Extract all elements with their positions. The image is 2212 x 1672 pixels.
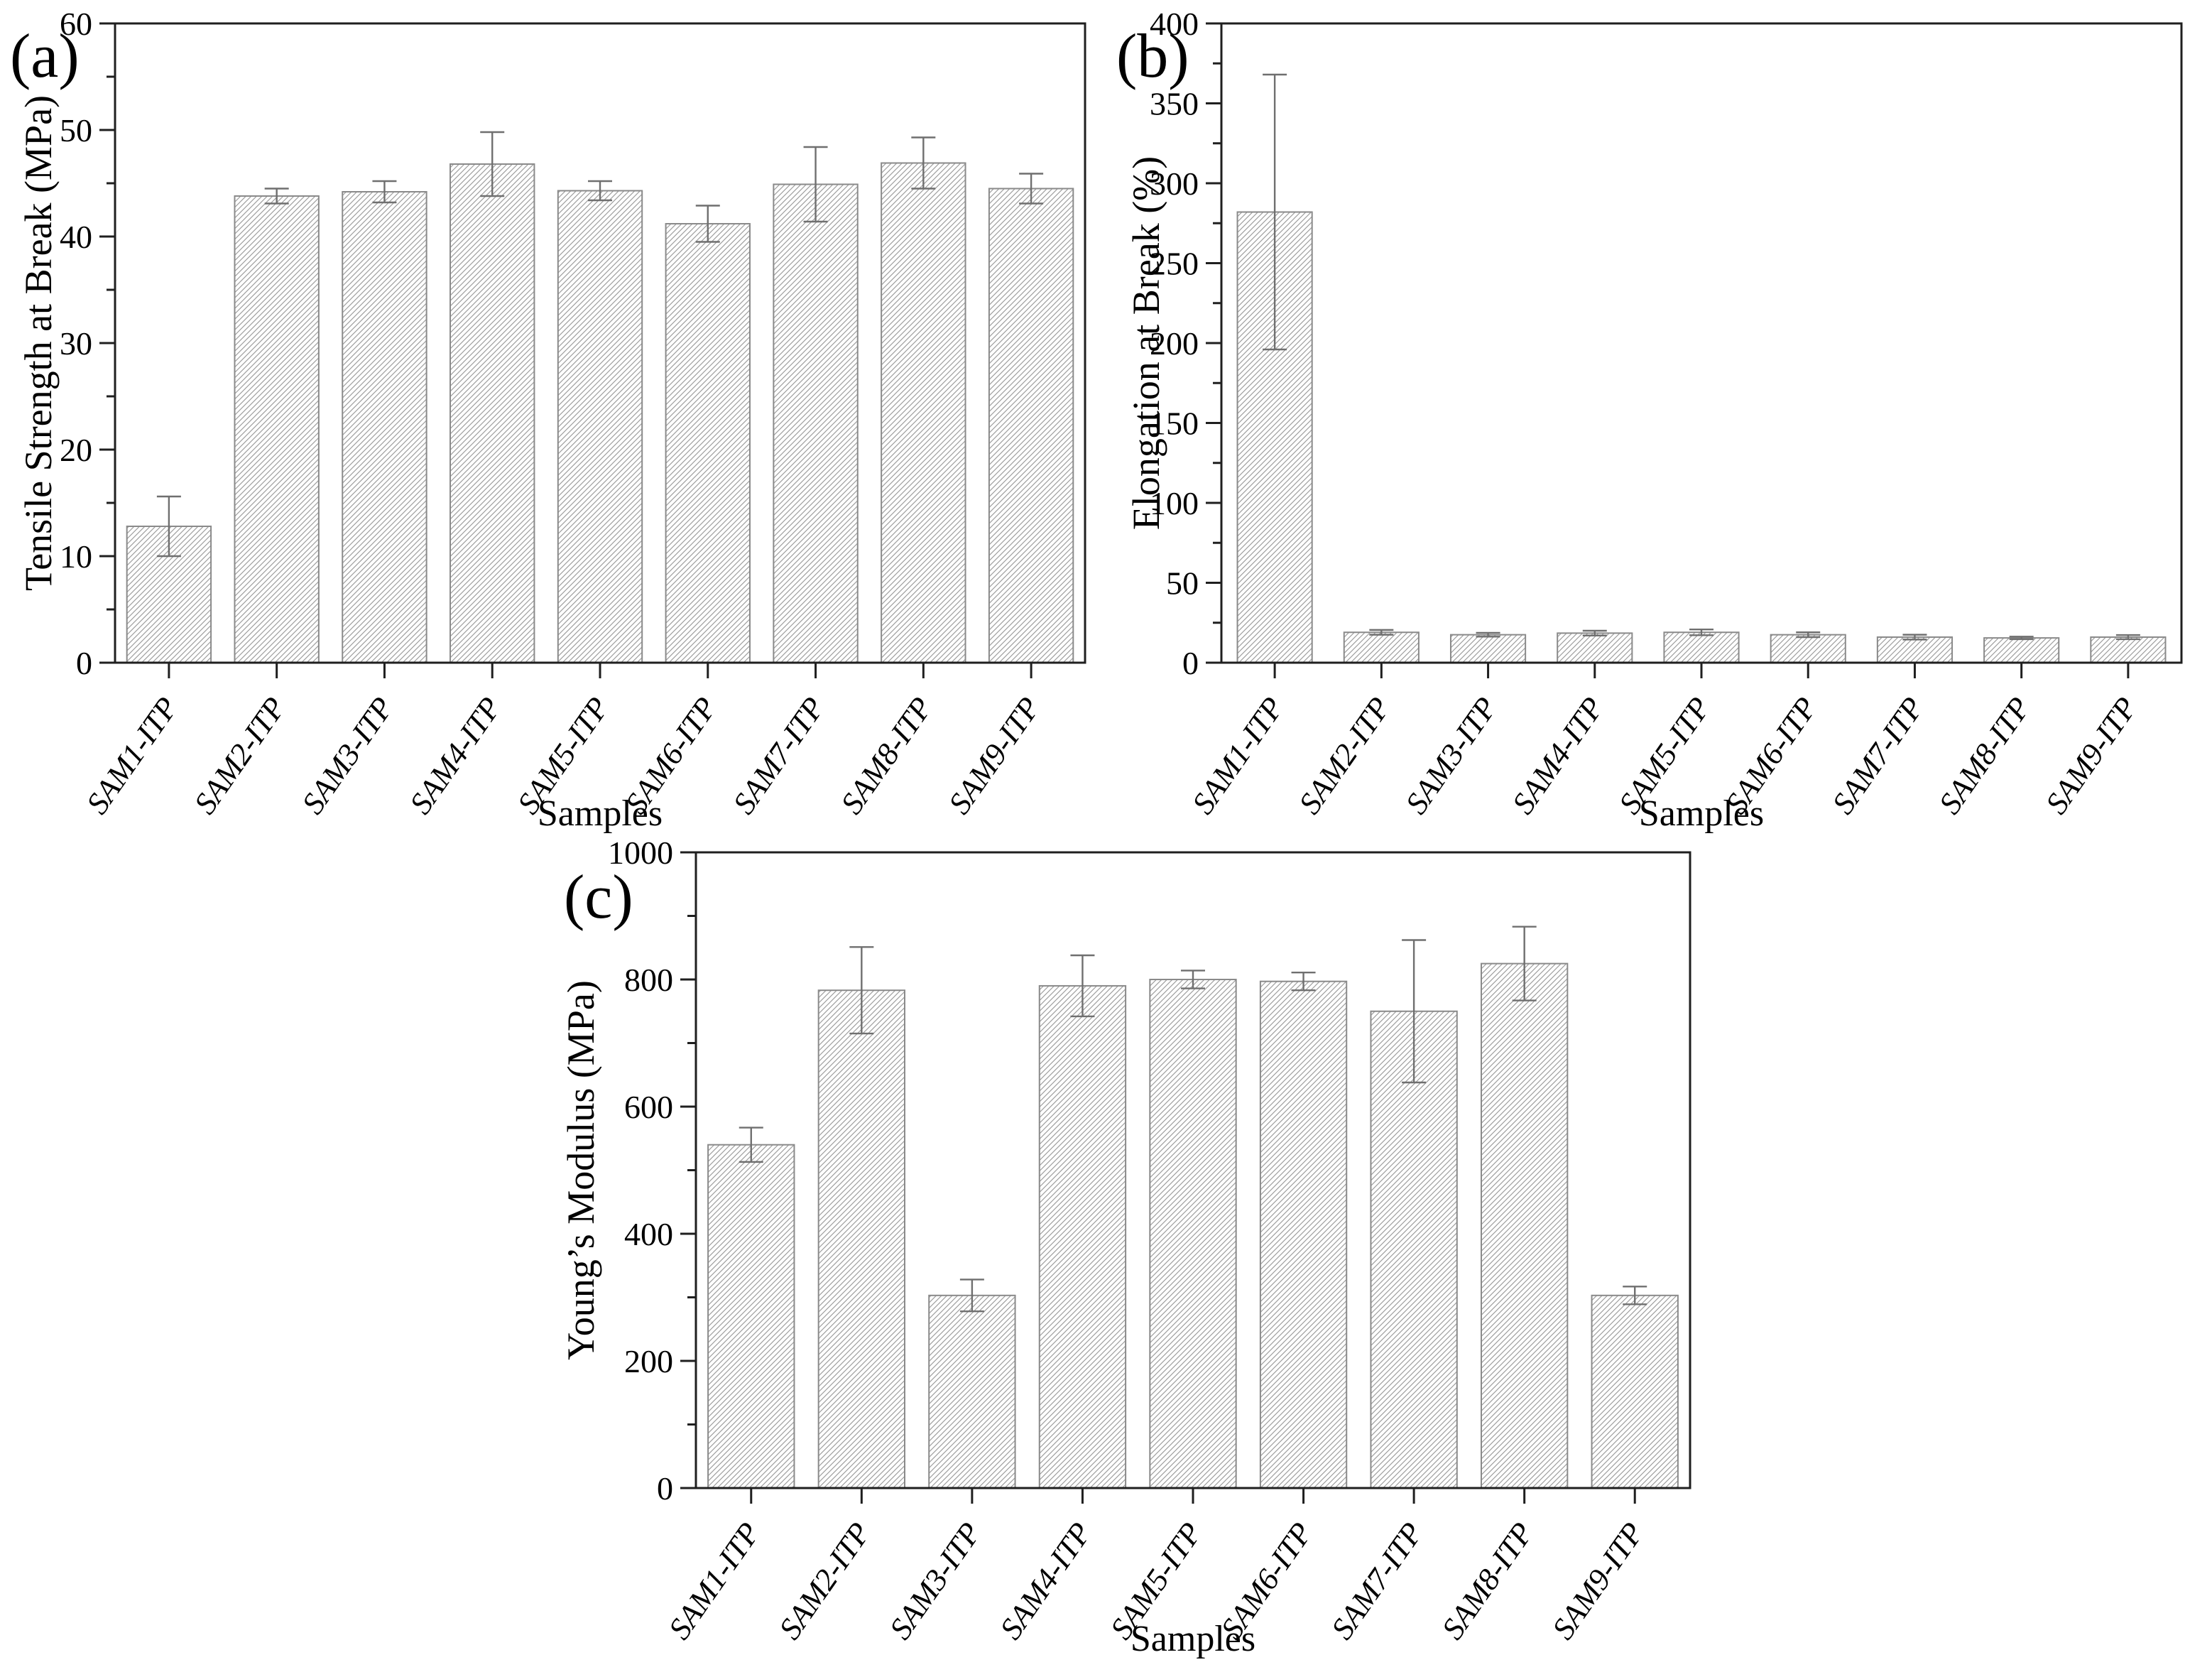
error-bar-SAM9-ITP	[1623, 1286, 1647, 1305]
error-bar-SAM5-ITP	[1181, 970, 1205, 989]
y-tick-label: 300	[1150, 165, 1199, 202]
bar-SAM2-ITP	[1343, 631, 1420, 663]
y-tick-label: 30	[60, 325, 92, 362]
y-tick-label: 60	[60, 6, 92, 42]
error-bar-SAM5-ITP	[1689, 629, 1714, 636]
y-tick-label: 100	[1150, 485, 1199, 521]
panel-label: (c)	[564, 863, 633, 932]
y-tick-label: 200	[624, 1343, 673, 1379]
error-bar-SAM7-ITP	[803, 146, 828, 223]
error-bar-SAM7-ITP	[1902, 634, 1927, 641]
y-tick-label: 50	[60, 112, 92, 148]
x-axis-ticks	[1273, 663, 2130, 678]
error-bar-SAM4-ITP	[1070, 954, 1095, 1018]
error-bar-SAM1-ITP	[739, 1127, 763, 1163]
y-tick-label: 1000	[608, 835, 673, 871]
error-bar-SAM8-ITP	[911, 136, 936, 190]
y-axis-ticks	[1206, 22, 1221, 664]
y-axis-title: Elongation at Break (%)	[1125, 156, 1167, 530]
bar-SAM8-ITP	[881, 162, 966, 663]
bar-SAM3-ITP	[928, 1294, 1016, 1489]
error-bar-SAM2-ITP	[1369, 629, 1394, 636]
bar-SAM5-ITP	[557, 190, 643, 663]
y-tick-label: 10	[60, 538, 92, 575]
error-bar-SAM3-ITP	[372, 180, 397, 204]
x-axis-title: Samples	[1639, 793, 1764, 834]
x-axis-title: Samples	[538, 793, 663, 834]
y-tick-label: 800	[624, 962, 673, 998]
y-tick-label: 0	[657, 1470, 673, 1507]
error-bar-SAM9-ITP	[2115, 634, 2140, 641]
error-bar-SAM8-ITP	[1512, 925, 1537, 1001]
bar-SAM8-ITP	[1481, 962, 1569, 1489]
x-axis-title: Samples	[1130, 1619, 1255, 1659]
error-bar-SAM3-ITP	[959, 1279, 984, 1313]
error-bar-SAM2-ITP	[849, 946, 874, 1035]
x-axis-ticks	[168, 663, 1033, 678]
error-bar-SAM4-ITP	[480, 131, 505, 197]
y-tick-label: 350	[1150, 86, 1199, 122]
panel-label: (a)	[10, 22, 80, 91]
error-bar-SAM7-ITP	[1402, 939, 1427, 1084]
bar-SAM1-ITP	[707, 1144, 795, 1489]
error-bar-SAM6-ITP	[695, 205, 720, 243]
y-axis-ticks	[680, 851, 696, 1489]
bar-SAM7-ITP	[773, 183, 859, 663]
x-axis-ticks	[750, 1488, 1636, 1504]
y-tick-label: 40	[60, 219, 92, 255]
y-tick-label: 20	[60, 432, 92, 468]
y-tick-label: 0	[76, 645, 92, 681]
y-tick-label: 400	[624, 1216, 673, 1252]
bar-SAM9-ITP	[988, 188, 1074, 663]
y-tick-label: 150	[1150, 406, 1199, 442]
bar-SAM6-ITP	[665, 223, 751, 663]
bar-SAM2-ITP	[817, 989, 905, 1489]
error-bar-SAM1-ITP	[156, 495, 181, 558]
y-tick-label: 200	[1150, 325, 1199, 362]
bar-SAM9-ITP	[2090, 636, 2167, 663]
bar-SAM5-ITP	[1663, 631, 1740, 663]
bar-SAM8-ITP	[1983, 637, 2060, 663]
error-bar-SAM4-ITP	[1582, 629, 1607, 636]
bar-SAM5-ITP	[1149, 979, 1237, 1489]
bar-SAM6-ITP	[1770, 634, 1846, 663]
bar-SAM3-ITP	[342, 191, 427, 663]
y-tick-label: 400	[1150, 6, 1199, 42]
bar-SAM4-ITP	[1038, 984, 1127, 1489]
bar-SAM2-ITP	[234, 195, 320, 663]
y-tick-label: 250	[1150, 246, 1199, 282]
y-axis-title: Tensile Strength at Break (MPa)	[17, 95, 60, 591]
bar-SAM6-ITP	[1259, 980, 1348, 1489]
error-bar-SAM6-ITP	[1796, 631, 1821, 639]
y-tick-label: 50	[1166, 565, 1199, 602]
panel-label: (b)	[1116, 22, 1189, 91]
y-axis-title: Young’s Modulus (MPa)	[560, 980, 602, 1360]
bar-SAM4-ITP	[1557, 632, 1633, 663]
y-tick-label: 600	[624, 1089, 673, 1125]
error-bar-SAM3-ITP	[1476, 631, 1500, 638]
error-bar-SAM1-ITP	[1263, 73, 1287, 351]
error-bar-SAM5-ITP	[588, 180, 612, 202]
bar-SAM3-ITP	[1449, 634, 1527, 663]
error-bar-SAM8-ITP	[2009, 636, 2034, 641]
error-bar-SAM2-ITP	[264, 188, 289, 205]
bar-SAM4-ITP	[450, 163, 535, 663]
error-bar-SAM6-ITP	[1291, 971, 1316, 992]
bar-SAM7-ITP	[1876, 636, 1954, 663]
bar-SAM7-ITP	[1370, 1010, 1458, 1489]
bar-SAM9-ITP	[1591, 1294, 1679, 1489]
error-bar-SAM9-ITP	[1019, 173, 1044, 205]
y-tick-label: 0	[1182, 645, 1199, 681]
y-axis-ticks	[99, 22, 115, 664]
